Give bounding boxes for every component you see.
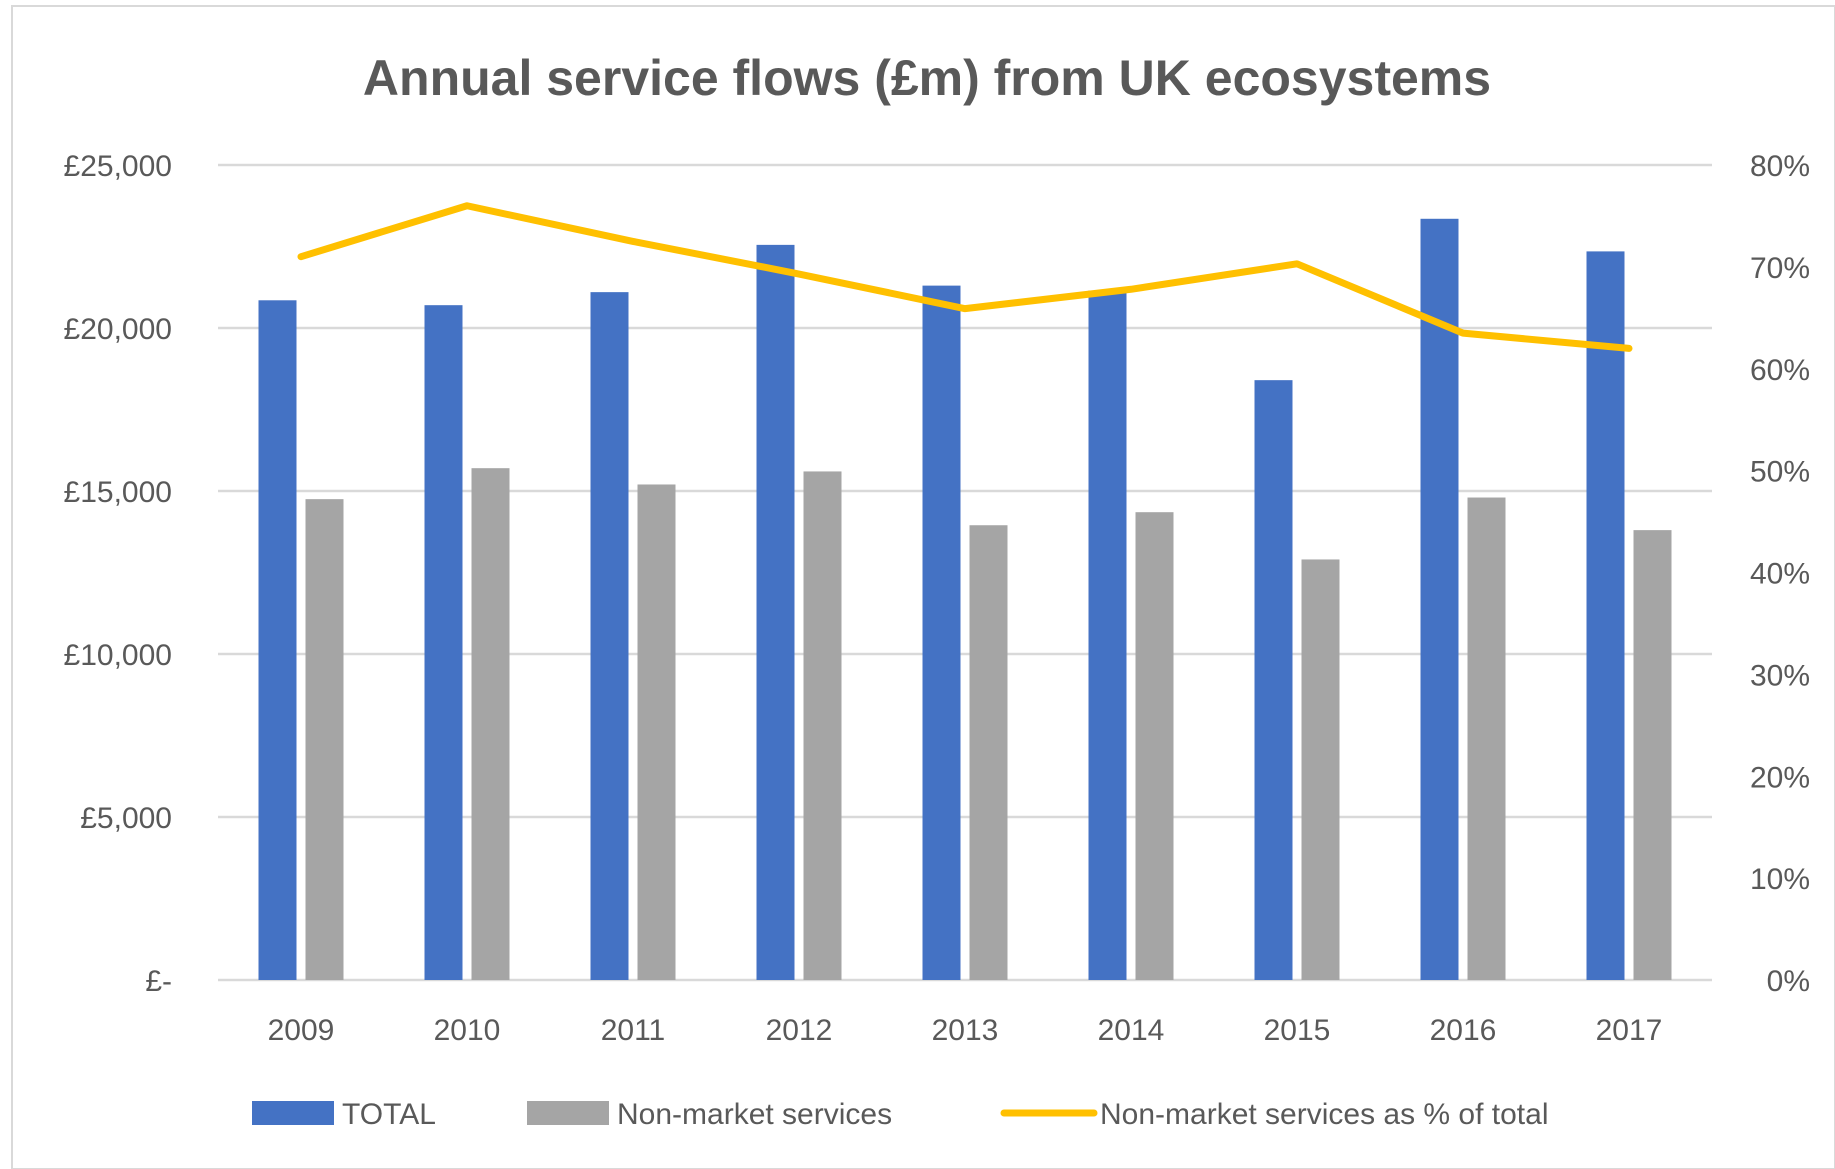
bar-non-market-2014 (1135, 512, 1174, 980)
x-tick-label: 2015 (1264, 1014, 1331, 1047)
bar-non-market-2017 (1633, 530, 1672, 980)
bar-non-market-2011 (637, 484, 676, 980)
y-right-tick-label: 40% (1750, 558, 1810, 591)
x-tick-label: 2012 (766, 1014, 833, 1047)
line-series (297, 202, 1633, 352)
x-tick-label: 2014 (1098, 1014, 1165, 1047)
bar-non-market-2009 (305, 499, 344, 980)
y-right-tick-label: 50% (1750, 456, 1810, 489)
bar-series (258, 218, 1672, 981)
y-right-tick-label: 30% (1750, 659, 1810, 692)
x-tick-label: 2009 (268, 1014, 335, 1047)
bar-non-market-2016 (1467, 497, 1506, 980)
y-left-tick-label: £25,000 (64, 150, 172, 183)
bar-total-2009 (258, 300, 297, 980)
chart-border (11, 5, 1835, 1169)
bar-non-market-2012 (803, 471, 842, 980)
y-right-tick-label: 10% (1750, 863, 1810, 896)
y-left-tick-label: £10,000 (64, 639, 172, 672)
bar-total-2013 (922, 285, 961, 980)
y-left-tick-label: £- (145, 965, 172, 998)
bar-non-market-2010 (471, 468, 510, 980)
bar-total-2014 (1088, 290, 1127, 980)
y-right-tick-label: 20% (1750, 761, 1810, 794)
y-right-tick-label: 0% (1767, 965, 1810, 998)
bar-non-market-2015 (1301, 559, 1340, 980)
legend: TOTAL Non-market services Non-market servi… (252, 1098, 1549, 1131)
legend-swatch-0 (252, 1101, 334, 1125)
bar-total-2017 (1586, 251, 1625, 980)
x-tick-label: 2017 (1596, 1014, 1663, 1047)
x-tick-label: 2016 (1430, 1014, 1497, 1047)
left-axis: £- £5,000 £10,000 £15,000 £20,000 £25,000 (64, 150, 172, 998)
legend-swatch-1 (527, 1101, 609, 1125)
legend-label-0: TOTAL (342, 1098, 436, 1131)
x-tick-label: 2013 (932, 1014, 999, 1047)
y-left-tick-label: £15,000 (64, 476, 172, 509)
bar-total-2010 (424, 305, 463, 980)
bar-non-market-2013 (969, 525, 1008, 980)
x-axis: 2009 2010 2011 2012 2013 2014 2015 2016 2017 (268, 1014, 1663, 1047)
y-right-tick-label: 80% (1750, 150, 1810, 183)
chart-title: Annual service flows (£m) from UK ecosys… (363, 50, 1491, 106)
y-right-tick-label: 70% (1750, 252, 1810, 285)
y-right-tick-label: 60% (1750, 354, 1810, 387)
y-left-tick-label: £5,000 (80, 802, 172, 835)
bar-total-2012 (756, 244, 795, 980)
bar-total-2016 (1420, 218, 1459, 981)
x-tick-label: 2011 (601, 1014, 666, 1047)
right-axis: 0% 10% 20% 30% 40% 50% 60% 70% 80% (1750, 150, 1810, 998)
legend-label-1: Non-market services (617, 1098, 892, 1131)
line-non-market-share (297, 202, 1633, 352)
x-tick-label: 2010 (434, 1014, 501, 1047)
bar-total-2011 (590, 292, 629, 980)
gridlines (218, 163, 1712, 982)
legend-label-2: Non-market services as % of total (1100, 1098, 1549, 1131)
y-left-tick-label: £20,000 (64, 313, 172, 346)
bar-total-2015 (1254, 380, 1293, 980)
